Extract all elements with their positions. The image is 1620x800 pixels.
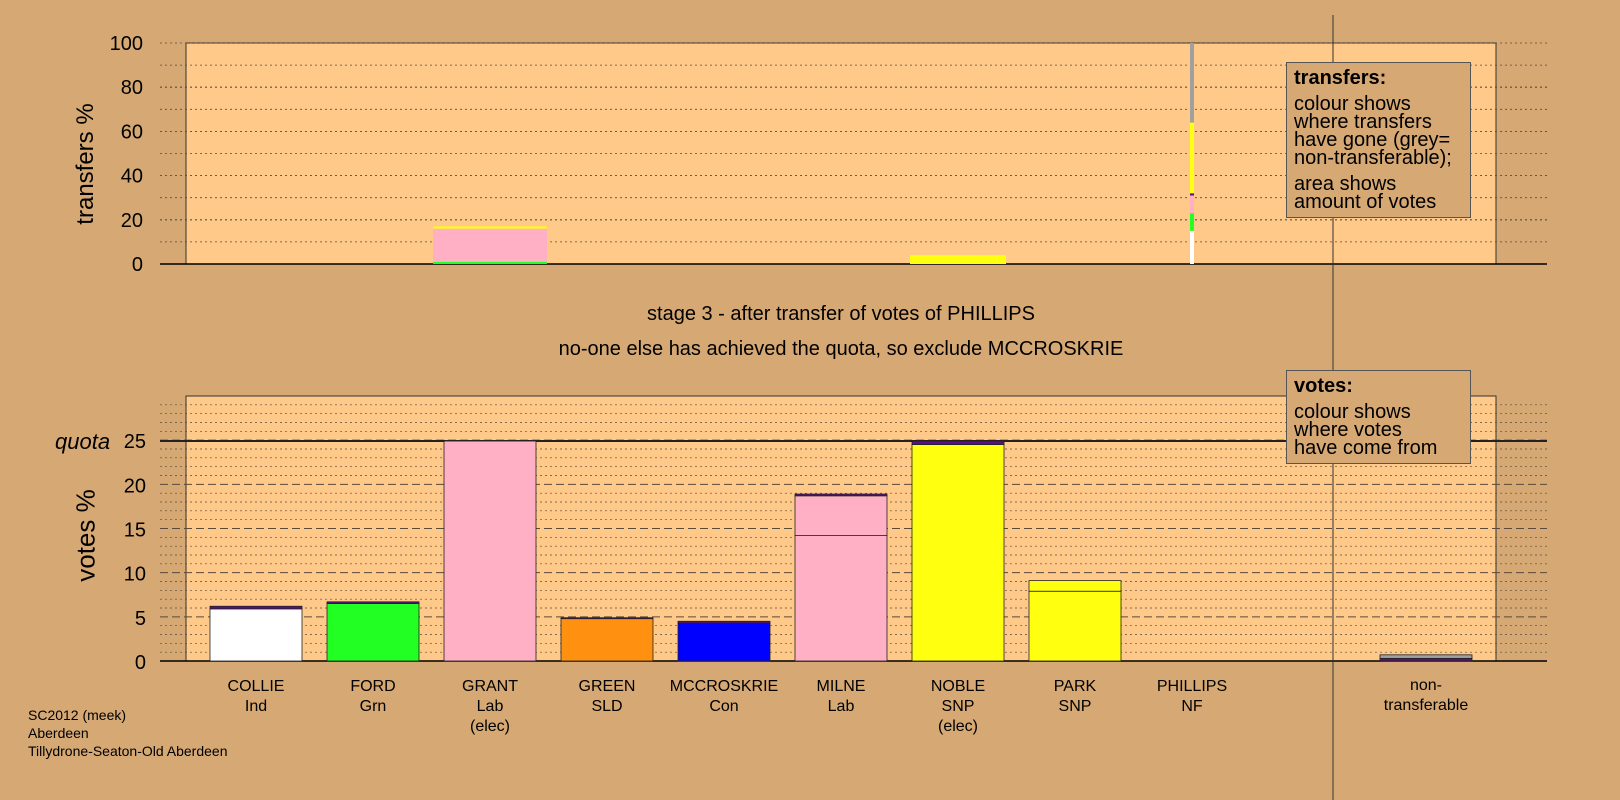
candidate-label-line: NOBLE — [930, 678, 986, 695]
vote-bar-segment — [560, 618, 654, 662]
votes-tick-label: 25 — [124, 431, 146, 453]
transfers-legend-line: non-transferable); — [1294, 147, 1452, 169]
transfers-legend-line: where transfers — [1294, 111, 1432, 133]
vote-bar-segment — [1028, 580, 1122, 592]
candidate-label-line: COLLIE — [227, 678, 285, 695]
transfers-tick-label: 0 — [132, 254, 143, 276]
vote-bar-segment — [209, 605, 303, 610]
transfers-legend: transfers: colour shows where transfers … — [1286, 62, 1471, 218]
candidate-label: FORD Grn — [303, 677, 443, 717]
candidate-label-line: PARK — [1053, 678, 1097, 695]
candidate-label-line: NF — [1181, 698, 1203, 715]
candidate-label: GRANT Lab (elec) — [420, 677, 560, 737]
transfers-legend-line: have gone (grey= — [1294, 129, 1451, 151]
transfers-legend-line: area shows — [1294, 173, 1397, 195]
candidate-label-line: SNP — [941, 698, 975, 715]
candidate-label: non-transferable — [1356, 676, 1496, 716]
vote-bar-segment — [677, 622, 771, 662]
votes-legend-title: votes: — [1294, 375, 1353, 397]
candidate-label-line: Lab — [827, 698, 855, 715]
transfer-source-segment — [1190, 213, 1194, 231]
footer-line: Aberdeen — [28, 725, 89, 741]
vote-bar-segment — [794, 495, 888, 536]
vote-bar-segment — [1028, 590, 1122, 662]
transfer-source-segment — [1190, 171, 1194, 194]
candidate-label-line: Con — [709, 698, 739, 715]
candidate-label-line: MCCROSKRIE — [669, 678, 779, 695]
transfer-received-segment — [433, 226, 547, 229]
candidate-label-line: non- — [1409, 677, 1443, 694]
transfer-source-segment — [1190, 43, 1194, 123]
transfers-tick-label: 80 — [121, 77, 143, 99]
vote-bar-segment — [911, 440, 1005, 445]
transfer-received-segment — [433, 228, 547, 262]
candidate-label-line: Grn — [359, 698, 387, 715]
votes-legend: votes: colour shows where votes have com… — [1286, 370, 1471, 464]
transfers-tick-label: 100 — [110, 33, 143, 55]
candidate-label: PARK SNP — [1005, 677, 1145, 717]
vote-bar-segment — [911, 444, 1005, 662]
votes-tick-label: 10 — [124, 564, 146, 586]
candidate-label-line: PHILLIPS — [1156, 678, 1228, 695]
votes-legend-line: have come from — [1294, 437, 1438, 459]
vote-bar-segment — [677, 620, 771, 624]
action-caption: no-one else has achieved the quota, so e… — [558, 338, 1124, 360]
transfers-legend-title: transfers: — [1294, 67, 1387, 89]
votes-legend-line: colour shows — [1294, 401, 1411, 423]
transfer-received-segment — [433, 261, 547, 264]
transfer-source-segment — [1190, 122, 1194, 172]
vote-bar-segment — [560, 617, 654, 620]
vote-bar-segment — [443, 440, 537, 662]
candidate-label-line: SNP — [1058, 698, 1092, 715]
candidate-label-line: transferable — [1383, 697, 1469, 714]
vote-bar-segment — [794, 535, 888, 662]
transfers-legend-line: colour shows — [1294, 93, 1411, 115]
candidate-label-line: GRANT — [462, 678, 518, 695]
transfer-received-segment — [910, 255, 1006, 264]
candidate-label-line: (elec) — [469, 718, 510, 735]
candidate-label-line: Lab — [476, 698, 504, 715]
votes-tick-label: 20 — [124, 475, 146, 497]
candidate-label-line: Ind — [244, 698, 268, 715]
candidate-label-line: SLD — [591, 698, 623, 715]
stage-caption: stage 3 - after transfer of votes of PHI… — [647, 303, 1035, 325]
candidate-label-line: MILNE — [816, 678, 866, 695]
transfers-legend-line: amount of votes — [1294, 191, 1437, 213]
votes-tick-label: 5 — [135, 608, 146, 630]
candidate-label: NOBLE SNP (elec) — [888, 677, 1028, 737]
candidate-label: PHILLIPS NF — [1122, 677, 1262, 717]
votes-tick-label: 15 — [124, 520, 146, 542]
transfers-axis-title: transfers % — [72, 103, 99, 225]
vote-bar-segment — [794, 493, 888, 497]
candidate-label-line: (elec) — [937, 718, 978, 735]
quota-label: quota — [55, 429, 111, 454]
transfer-source-segment — [1190, 195, 1194, 214]
transfers-tick-label: 40 — [121, 166, 143, 188]
footer-line: SC2012 (meek) — [28, 707, 127, 723]
candidate-label: COLLIE Ind — [186, 677, 326, 717]
votes-legend-line: where votes — [1294, 419, 1402, 441]
votes-axis-title: votes % — [70, 489, 101, 582]
candidate-label-line: GREEN — [578, 678, 636, 695]
vote-bar-segment — [1379, 654, 1473, 659]
transfer-source-segment — [1190, 193, 1194, 196]
vote-bar-segment — [326, 601, 420, 604]
transfer-source-segment — [1190, 230, 1194, 264]
footer-info: SC2012 (meek) Aberdeen Tillydrone-Seaton… — [28, 706, 228, 760]
candidate-label-line: FORD — [350, 678, 396, 695]
transfers-tick-label: 20 — [121, 210, 143, 232]
candidate-label: GREEN SLD — [537, 677, 677, 717]
transfers-tick-label: 60 — [121, 121, 143, 143]
vote-bar-segment — [209, 608, 303, 662]
votes-tick-label: 0 — [135, 652, 146, 674]
vote-bar-segment — [326, 603, 420, 662]
candidate-label: MILNE Lab — [771, 677, 911, 717]
candidate-label: MCCROSKRIE Con — [654, 677, 794, 717]
footer-line: Tillydrone-Seaton-Old Aberdeen — [28, 743, 228, 759]
